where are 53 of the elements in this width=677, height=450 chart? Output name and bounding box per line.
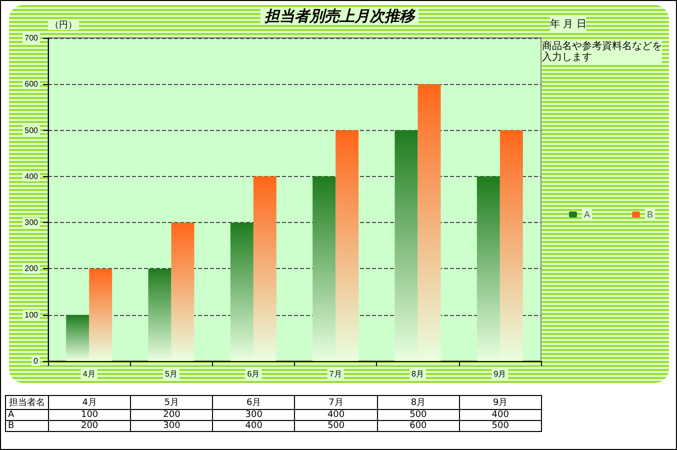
data-label: 200 — [130, 410, 213, 420]
data-label: 500 — [294, 420, 378, 432]
bar — [66, 314, 90, 361]
legend-title: 担当者名 — [6, 396, 48, 410]
data-label: 100 — [48, 410, 131, 420]
legend-label: A — [584, 210, 590, 220]
y-tick-label: 400 — [24, 172, 39, 181]
y-tick-label: 500 — [24, 126, 39, 135]
bar — [230, 222, 254, 361]
bar — [500, 130, 523, 361]
x-tick-label: 6月 — [247, 370, 260, 378]
bar — [253, 176, 276, 361]
category-label: 6月 — [246, 398, 262, 408]
x-tick-label: 9月 — [494, 370, 506, 378]
legend-label: B — [646, 210, 654, 220]
bar — [476, 176, 500, 361]
y-tick-label: 100 — [24, 310, 39, 320]
data-label: 400 — [294, 410, 378, 420]
data-label: 500 — [459, 420, 542, 432]
data-label: 400 — [459, 410, 542, 420]
data-label: 200 — [48, 420, 131, 432]
y-axis-title: （円） — [50, 20, 77, 30]
category-label: 5月 — [164, 398, 180, 408]
category-label: 4月 — [82, 398, 97, 408]
text: A — [8, 410, 14, 420]
bar — [171, 222, 194, 361]
text: 年 月 日 — [550, 17, 586, 31]
chart-title: 担当者別売上月次推移 — [264, 8, 416, 25]
y-tick-label: 600 — [24, 80, 39, 89]
y-tick-label: 300 — [24, 218, 39, 228]
bar — [418, 84, 441, 361]
x-tick-label: 7月 — [329, 370, 342, 378]
x-tick-label: 8月 — [412, 370, 424, 378]
data-label: 300 — [130, 420, 213, 432]
data-label: 400 — [212, 420, 295, 432]
category-label: 8月 — [410, 398, 426, 408]
text: B — [8, 421, 14, 431]
y-tick-label: 700 — [24, 34, 39, 42]
x-tick-label: 5月 — [165, 370, 178, 378]
bar — [148, 268, 172, 361]
text: 商品名や参考資料名などを入力します — [542, 41, 662, 63]
data-label: 300 — [212, 410, 295, 420]
y-tick-label: 0 — [34, 356, 39, 366]
data-label: 600 — [377, 420, 460, 432]
bar — [394, 130, 418, 361]
bar — [89, 268, 112, 361]
bar — [312, 176, 336, 361]
category-label: 7月 — [328, 398, 344, 408]
data-label: 500 — [377, 410, 460, 420]
y-tick-label: 200 — [24, 264, 39, 274]
x-tick-label: 4月 — [82, 370, 96, 378]
category-label: 9月 — [492, 398, 508, 408]
bar — [336, 130, 359, 361]
